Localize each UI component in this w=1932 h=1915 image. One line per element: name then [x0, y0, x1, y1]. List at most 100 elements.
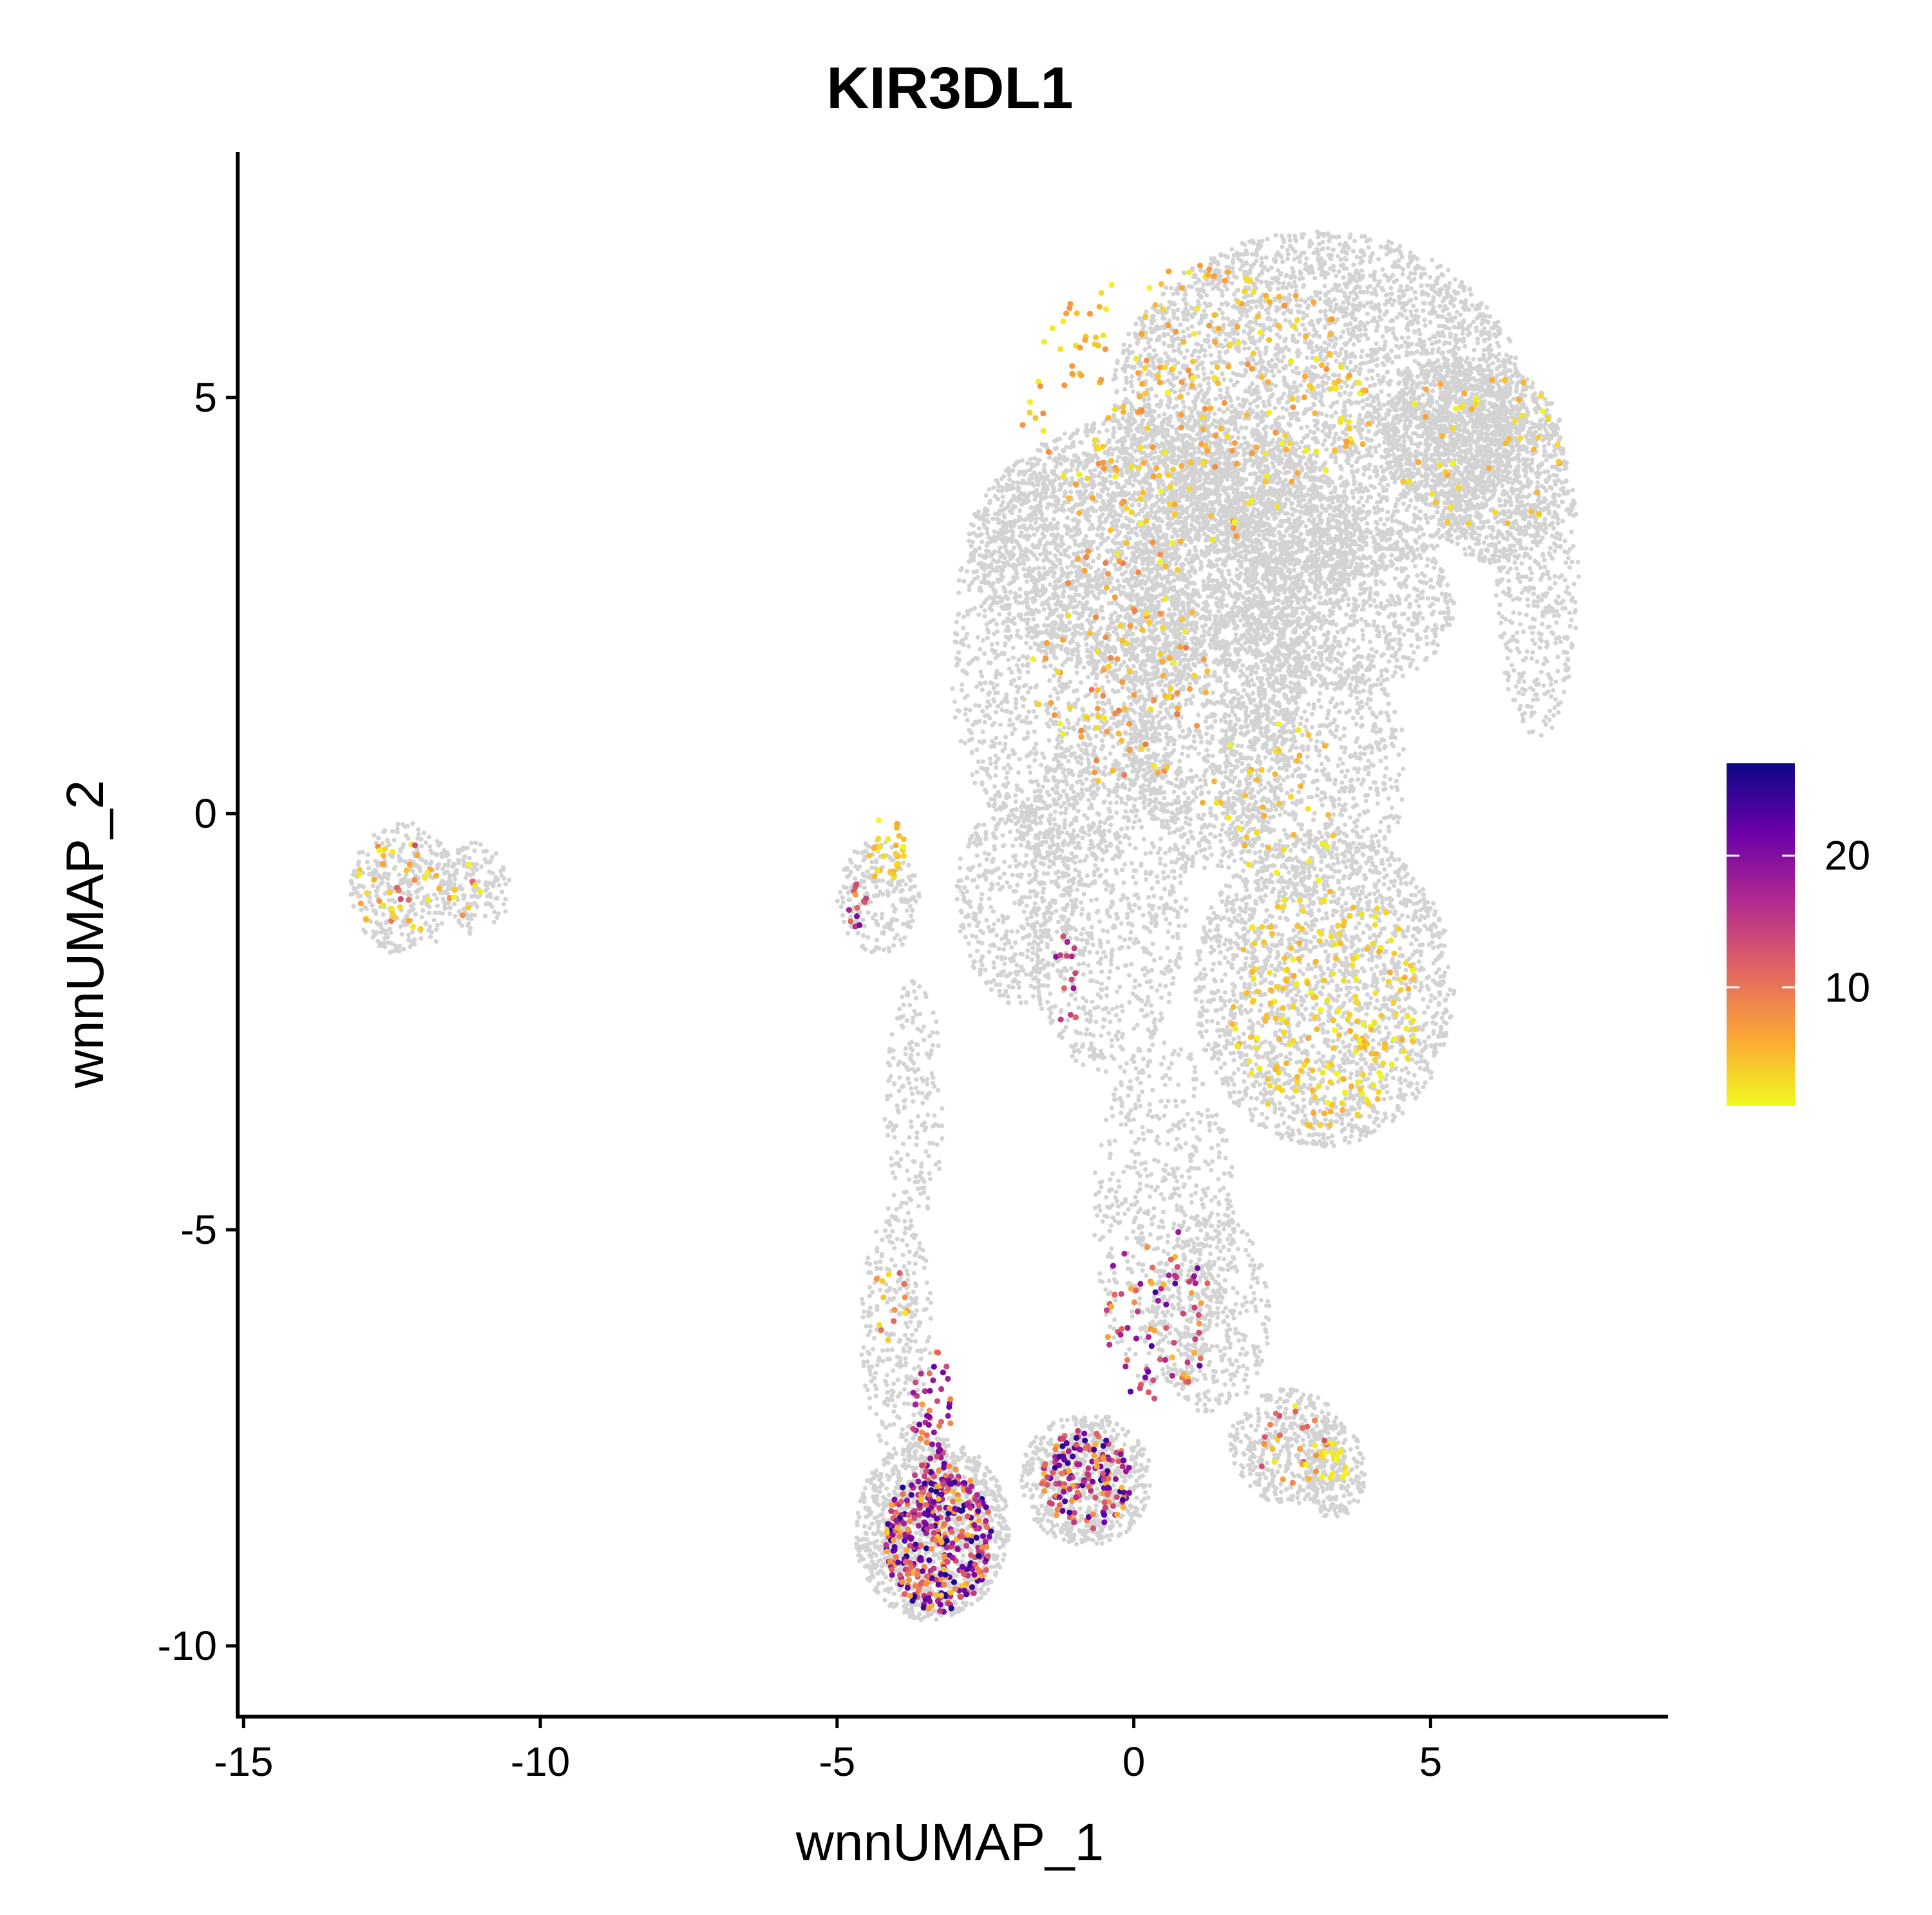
background-cell-point: [1414, 528, 1419, 533]
background-cell-point: [1354, 254, 1359, 260]
background-cell-point: [1376, 492, 1382, 497]
background-cell-point: [1496, 344, 1502, 349]
background-cell-point: [1411, 431, 1416, 436]
background-cell-point: [1048, 582, 1053, 587]
background-cell-point: [1367, 383, 1372, 389]
background-cell-point: [1328, 307, 1333, 312]
background-cell-point: [1255, 385, 1260, 390]
background-cell-point: [1189, 314, 1195, 319]
background-cell-point: [1121, 342, 1126, 347]
background-cell-point: [1242, 346, 1247, 351]
background-cell-point: [1307, 240, 1312, 245]
background-cell-point: [1463, 344, 1468, 349]
background-cell-point: [1273, 364, 1279, 370]
background-cell-point: [1312, 423, 1318, 428]
background-cell-point: [1358, 255, 1363, 260]
background-cell-point: [1115, 459, 1120, 464]
background-cell-point: [1259, 256, 1264, 261]
background-cell-point: [1383, 477, 1388, 482]
background-cell-point: [1140, 322, 1145, 327]
background-cell-point: [1282, 375, 1287, 381]
background-cell-point: [1389, 553, 1394, 558]
background-cell-point: [1311, 430, 1317, 435]
background-cell-point: [1381, 495, 1386, 500]
background-cell-point: [1336, 234, 1341, 239]
background-cell-point: [1266, 305, 1271, 310]
background-cell-point: [1264, 280, 1269, 285]
background-cell-point: [1303, 472, 1309, 477]
background-cell-point: [1446, 285, 1452, 291]
background-cell-point: [1421, 339, 1426, 345]
background-cell-point: [1365, 397, 1370, 402]
background-cell-point: [1408, 526, 1413, 531]
background-cell-point: [1120, 366, 1125, 371]
background-cell-point: [1217, 407, 1222, 412]
background-cell-point: [1324, 447, 1329, 452]
background-cell-point: [1253, 481, 1258, 486]
background-cell-point: [1323, 347, 1329, 352]
background-cell-point: [1354, 334, 1359, 339]
background-cell-point: [1225, 348, 1230, 354]
background-cell-point: [1304, 256, 1309, 262]
background-cell-point: [1381, 347, 1387, 352]
background-cell-point: [1276, 252, 1282, 257]
background-cell-point: [1265, 516, 1271, 521]
background-cell-point: [1193, 397, 1198, 403]
background-cell-point: [1352, 449, 1358, 454]
background-cell-point: [1481, 347, 1486, 353]
background-cell-point: [1498, 378, 1503, 383]
background-cell-point: [1305, 356, 1310, 361]
background-cell-point: [1287, 453, 1292, 459]
background-cell-point: [1408, 279, 1414, 284]
background-cell-point: [1360, 489, 1366, 494]
background-cell-point: [1377, 443, 1382, 448]
background-cell-point: [1204, 312, 1209, 318]
background-cell-point: [1431, 295, 1436, 300]
background-cell-point: [1338, 475, 1343, 481]
background-cell-point: [1202, 353, 1208, 358]
background-cell-point: [1247, 330, 1253, 335]
background-cell-point: [1136, 338, 1141, 343]
background-cell-point: [1417, 516, 1423, 521]
background-cell-point: [1397, 243, 1403, 249]
background-cell-point: [1490, 361, 1495, 366]
background-cell-point: [1198, 383, 1203, 388]
background-cell-point: [1265, 310, 1271, 316]
background-cell-point: [1148, 337, 1153, 342]
background-cell-point: [1282, 296, 1287, 301]
background-cell-point: [1122, 386, 1128, 392]
background-cell-point: [1385, 370, 1390, 375]
background-cell-point: [1451, 303, 1456, 309]
background-cell-point: [1395, 508, 1400, 514]
background-cell-point: [1061, 594, 1066, 599]
background-cell-point: [1373, 464, 1378, 470]
background-cell-point: [1365, 521, 1370, 526]
background-cell-point: [1298, 490, 1303, 495]
background-cell-point: [1202, 338, 1208, 343]
background-cell-point: [1153, 308, 1159, 313]
background-cell-point: [1412, 330, 1417, 335]
background-cell-point: [1276, 415, 1282, 421]
background-cell-point: [1187, 333, 1192, 338]
background-cell-point: [1294, 388, 1300, 393]
background-cell-point: [1430, 341, 1435, 347]
background-cell-point: [1406, 341, 1412, 347]
background-cell-point: [1178, 350, 1184, 356]
background-cell-point: [1459, 300, 1464, 305]
background-cell-point: [1287, 233, 1292, 238]
background-cell-point: [1230, 269, 1235, 274]
background-cell-point: [1343, 408, 1348, 414]
background-cell-point: [1385, 510, 1390, 515]
background-cell-point: [1338, 449, 1343, 454]
background-cell-point: [1349, 368, 1354, 374]
background-cell-point: [1334, 431, 1339, 437]
background-cell-point: [1376, 429, 1381, 434]
background-cell-point: [1413, 513, 1418, 519]
background-cell-point: [1132, 448, 1137, 453]
background-cell-point: [1348, 337, 1353, 343]
background-cell-point: [1284, 381, 1289, 386]
background-cell-point: [1290, 512, 1295, 517]
background-cell-point: [1219, 301, 1224, 307]
background-cell-point: [1198, 343, 1204, 348]
background-cell-point: [1383, 339, 1388, 345]
